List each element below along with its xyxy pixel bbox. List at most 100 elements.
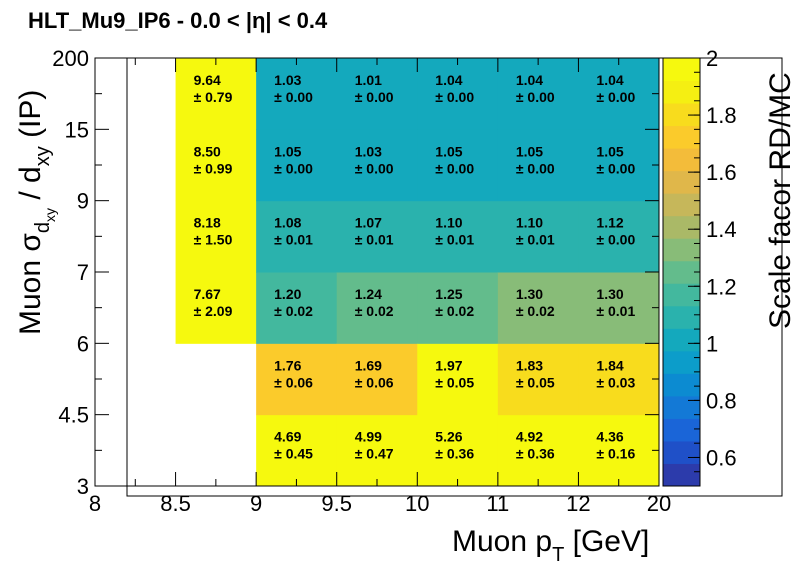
cell-error-label: ± 0.02 xyxy=(355,303,394,319)
cell-value-label: 1.05 xyxy=(274,143,301,159)
cell-value-label: 1.12 xyxy=(596,215,623,231)
color-scale-segment xyxy=(663,350,700,374)
heatmap-cell xyxy=(175,129,257,202)
heatmap-cell xyxy=(256,129,338,202)
cell-value-label: 4.36 xyxy=(596,429,623,445)
heatmap-cell xyxy=(417,58,499,130)
heatmap-cell xyxy=(497,58,579,130)
cell-error-label: ± 0.01 xyxy=(274,232,313,248)
y-axis-label-rest: / d xyxy=(14,166,47,208)
color-scale-segment xyxy=(663,418,700,442)
color-scale-segment xyxy=(663,80,700,104)
cell-error-label: ± 0.79 xyxy=(194,89,233,105)
x-axis-label: Muon pT [GeV] xyxy=(452,525,649,566)
y-tick-label: 4.5 xyxy=(58,403,89,428)
cell-value-label: 7.67 xyxy=(194,286,221,302)
cell-value-label: 1.69 xyxy=(355,357,382,373)
cell-error-label: ± 0.16 xyxy=(596,446,635,462)
color-scale-segment xyxy=(663,328,700,352)
color-scale-segment xyxy=(663,125,700,149)
cell-error-label: ± 0.00 xyxy=(274,160,313,176)
cell-value-label: 4.69 xyxy=(274,429,301,445)
x-tick-label: 9 xyxy=(250,491,262,516)
cell-value-label: 1.30 xyxy=(516,286,543,302)
cell-value-label: 1.08 xyxy=(274,215,301,231)
heatmap-cell xyxy=(417,200,499,273)
cell-error-label: ± 0.00 xyxy=(596,232,635,248)
color-scale-segment xyxy=(663,373,700,397)
cell-value-label: 1.01 xyxy=(355,72,382,88)
x-axis-label-main: Muon p xyxy=(452,525,552,558)
heatmap-cell xyxy=(256,414,338,487)
heatmap-cell xyxy=(497,272,579,344)
cell-value-label: 8.50 xyxy=(194,143,221,159)
cell-error-label: ± 0.00 xyxy=(516,160,555,176)
cell-value-label: 1.03 xyxy=(355,143,382,159)
cell-error-label: ± 0.01 xyxy=(355,232,394,248)
color-scale-tick-label: 1 xyxy=(706,331,718,356)
cell-value-label: 9.64 xyxy=(194,72,221,88)
x-axis-label-sub: T xyxy=(552,544,564,566)
heatmap-cell xyxy=(336,200,418,273)
color-scale-segment xyxy=(663,148,700,172)
color-scale-ticks: 0.6 0.8 1 1.2 1.4 1.6 1.8 2 xyxy=(688,46,737,487)
color-scale-bar xyxy=(663,58,700,487)
color-scale-segment xyxy=(663,395,700,419)
heatmap-cells xyxy=(175,58,660,487)
heatmap-cell xyxy=(497,129,579,202)
cell-value-label: 1.05 xyxy=(435,143,462,159)
color-scale-tick-label: 0.6 xyxy=(706,445,737,470)
heatmap-cell xyxy=(336,343,418,416)
y-tick-label: 200 xyxy=(52,46,89,71)
cell-error-label: ± 0.00 xyxy=(435,160,474,176)
cell-value-label: 1.05 xyxy=(596,143,623,159)
color-scale-segment xyxy=(663,103,700,127)
cell-value-label: 1.07 xyxy=(355,215,382,231)
color-scale-tick-label: 1.4 xyxy=(706,217,737,242)
heatmap-cell xyxy=(256,272,338,344)
heatmap-cell xyxy=(417,343,499,416)
cell-value-label: 5.26 xyxy=(435,429,462,445)
chart-title: HLT_Mu9_IP6 - 0.0 < |η| < 0.4 xyxy=(28,8,328,33)
cell-value-label: 1.97 xyxy=(435,357,462,373)
y-tick-label: 6 xyxy=(77,331,89,356)
heatmap-cell xyxy=(175,272,257,344)
color-scale-segment xyxy=(663,305,700,329)
cell-error-label: ± 0.05 xyxy=(435,374,474,390)
heatmap-cell xyxy=(417,414,499,487)
cell-error-label: ± 0.01 xyxy=(596,303,635,319)
cell-error-label: ± 0.00 xyxy=(355,89,394,105)
cell-value-label: 1.04 xyxy=(516,72,543,88)
cell-value-label: 1.10 xyxy=(516,215,543,231)
heatmap-cell xyxy=(417,129,499,202)
heatmap-cell xyxy=(336,272,418,344)
heatmap-cell xyxy=(578,414,660,487)
color-scale-segment xyxy=(663,193,700,217)
cell-error-label: ± 0.00 xyxy=(596,160,635,176)
heatmap-cell xyxy=(497,200,579,273)
heatmap-cell xyxy=(497,414,579,487)
y-tick-label: 9 xyxy=(77,189,89,214)
color-scale-tick-label: 1.8 xyxy=(706,103,737,128)
heatmap-cell xyxy=(578,129,660,202)
cell-error-label: ± 0.47 xyxy=(355,446,394,462)
cell-value-label: 1.10 xyxy=(435,215,462,231)
cell-value-label: 1.83 xyxy=(516,357,543,373)
x-tick-label: 8 xyxy=(89,491,101,516)
cell-value-label: 1.04 xyxy=(596,72,623,88)
color-scale-segment xyxy=(663,58,700,82)
heatmap-cell xyxy=(578,272,660,344)
cell-value-label: 1.24 xyxy=(355,286,382,302)
cell-value-label: 4.99 xyxy=(355,429,382,445)
x-axis-ticks: 8 8.5 9 9.5 10 11 12 20 xyxy=(89,58,671,516)
color-scale-tick-label: 2 xyxy=(706,46,718,71)
heatmap-cell xyxy=(578,200,660,273)
y-tick-label: 7 xyxy=(77,260,89,285)
y-tick-label: 3 xyxy=(77,474,89,499)
cell-error-label: ± 0.36 xyxy=(435,446,474,462)
heatmap-cell xyxy=(175,200,257,273)
cell-error-label: ± 0.05 xyxy=(516,374,555,390)
cell-value-label: 1.30 xyxy=(596,286,623,302)
cell-value-label: 8.18 xyxy=(194,215,221,231)
